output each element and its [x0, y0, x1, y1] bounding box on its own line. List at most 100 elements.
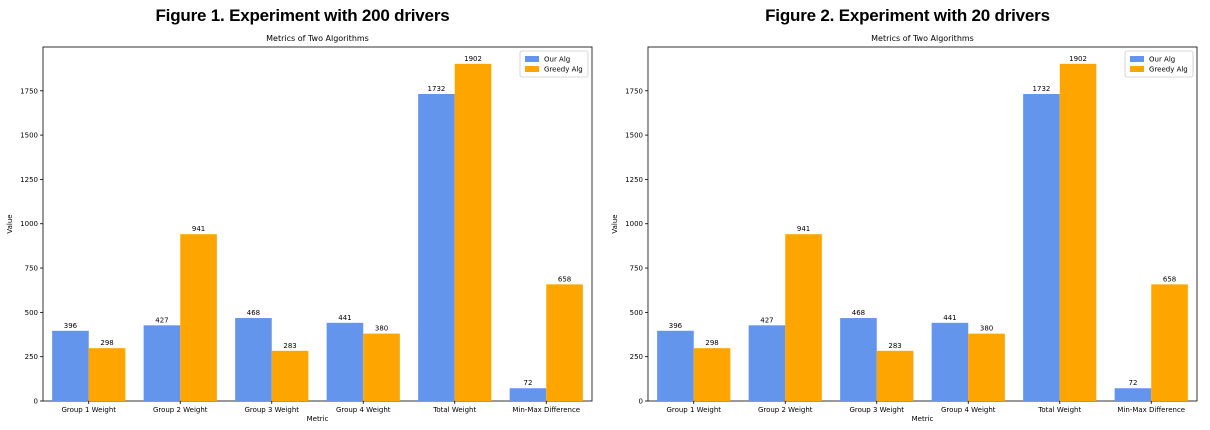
- x-tick-label: Total Weight: [432, 406, 476, 414]
- y-tick-label: 0: [34, 398, 38, 406]
- bar-greedy-alg: [454, 63, 492, 401]
- y-tick-label: 1250: [625, 176, 643, 184]
- x-tick-label: Group 4 Weight: [941, 406, 996, 414]
- y-tick-label: 750: [25, 265, 38, 273]
- bar-value-label: 941: [797, 225, 810, 233]
- bar-value-label: 1732: [1033, 85, 1051, 93]
- bar-value-label: 298: [705, 339, 718, 347]
- bar-value-label: 283: [283, 342, 296, 350]
- x-tick-label: Group 4 Weight: [336, 406, 391, 414]
- bar-greedy-alg: [363, 333, 400, 401]
- bar-value-label: 396: [64, 322, 78, 330]
- bar-greedy-alg: [1151, 284, 1188, 401]
- bar-our-alg: [748, 325, 786, 401]
- bar-value-label: 283: [888, 342, 901, 350]
- x-tick-label: Group 3 Weight: [244, 406, 299, 414]
- legend-swatch-greedy-alg: [1130, 66, 1144, 72]
- legend: Our Alg Greedy Alg: [519, 50, 589, 78]
- y-tick-label: 500: [630, 309, 643, 317]
- bar-our-alg: [1114, 388, 1152, 401]
- y-axis-label: Value: [6, 214, 14, 233]
- y-tick-label: 1250: [20, 176, 38, 184]
- x-tick-label: Min-Max Difference: [512, 406, 580, 414]
- bar-greedy-alg: [785, 234, 822, 401]
- plot-frame: [42, 46, 593, 402]
- bar-our-alg: [840, 318, 877, 401]
- legend-swatch-our-alg: [1130, 56, 1144, 62]
- x-tick-label: Min-Max Difference: [1117, 406, 1185, 414]
- x-tick-label: Total Weight: [1037, 406, 1081, 414]
- bar-greedy-alg: [1059, 63, 1097, 401]
- bar-value-label: 468: [852, 309, 865, 317]
- y-tick-label: 500: [25, 309, 38, 317]
- legend-swatch-our-alg: [525, 56, 539, 62]
- figure-2-chart: Metrics of Two Algorithms 0 250 500 750 1000 1…: [611, 34, 1198, 423]
- bar-greedy-alg: [693, 348, 731, 401]
- bar-our-alg: [657, 330, 694, 401]
- bar-our-alg: [931, 322, 969, 401]
- bar-our-alg: [52, 330, 89, 401]
- bar-our-alg: [1023, 93, 1060, 401]
- bar-value-label: 1902: [1069, 55, 1087, 63]
- x-axis-label: Metric: [307, 415, 329, 423]
- y-tick-label: 1500: [20, 132, 38, 140]
- bar-value-label: 1902: [464, 55, 482, 63]
- bar-value-label: 298: [100, 339, 113, 347]
- bar-value-label: 380: [375, 325, 388, 333]
- bar-value-label: 441: [338, 314, 351, 322]
- bar-value-label: 658: [558, 275, 571, 283]
- bar-value-label: 72: [523, 379, 532, 387]
- y-tick-label: 1750: [20, 87, 38, 95]
- bar-our-alg: [326, 322, 364, 401]
- figure-2-heading: Figure 2. Experiment with 20 drivers: [765, 6, 1050, 25]
- figure-1-chart: Metrics of Two Algorithms 0 250 500 750 1000 1…: [6, 34, 593, 423]
- y-tick-label: 250: [25, 353, 38, 361]
- bar-greedy-alg: [968, 333, 1005, 401]
- y-tick-label: 250: [630, 353, 643, 361]
- x-axis-label: Metric: [912, 415, 934, 423]
- bar-value-label: 1732: [428, 85, 446, 93]
- legend-label: Our Alg: [544, 56, 570, 64]
- y-tick-label: 1500: [625, 132, 643, 140]
- legend: Our Alg Greedy Alg: [1124, 50, 1194, 78]
- bar-value-label: 658: [1163, 275, 1176, 283]
- bar-greedy-alg: [876, 350, 914, 401]
- figure-1: Figure 1. Experiment with 200 drivers Me…: [6, 6, 593, 423]
- chart-title: Metrics of Two Algorithms: [266, 34, 369, 43]
- bar-our-alg: [235, 318, 272, 401]
- y-tick-label: 1750: [625, 87, 643, 95]
- x-tick-label: Group 2 Weight: [758, 406, 813, 414]
- bar-greedy-alg: [88, 348, 126, 401]
- legend-label: Greedy Alg: [1149, 66, 1188, 74]
- bar-value-label: 427: [760, 316, 773, 324]
- bar-greedy-alg: [180, 234, 217, 401]
- legend-label: Greedy Alg: [544, 66, 583, 74]
- bar-value-label: 396: [669, 322, 683, 330]
- bar-greedy-alg: [546, 284, 583, 401]
- y-tick-label: 0: [639, 398, 643, 406]
- bar-value-label: 468: [247, 309, 260, 317]
- bar-value-label: 72: [1128, 379, 1137, 387]
- y-tick-label: 750: [630, 265, 643, 273]
- y-tick-label: 1000: [20, 220, 38, 228]
- bar-greedy-alg: [271, 350, 309, 401]
- x-tick-label: Group 1 Weight: [61, 406, 116, 414]
- bar-value-label: 941: [192, 225, 205, 233]
- bar-our-alg: [509, 388, 547, 401]
- x-tick-label: Group 3 Weight: [849, 406, 904, 414]
- legend-label: Our Alg: [1149, 56, 1175, 64]
- legend-swatch-greedy-alg: [525, 66, 539, 72]
- figure-1-heading: Figure 1. Experiment with 200 drivers: [155, 6, 450, 25]
- bar-value-label: 380: [980, 325, 993, 333]
- x-tick-label: Group 2 Weight: [153, 406, 208, 414]
- bar-our-alg: [143, 325, 181, 401]
- x-tick-label: Group 1 Weight: [666, 406, 721, 414]
- y-tick-label: 1000: [625, 220, 643, 228]
- bar-value-label: 427: [155, 316, 168, 324]
- plot-frame: [647, 46, 1198, 402]
- bar-value-label: 441: [943, 314, 956, 322]
- bar-our-alg: [418, 93, 455, 401]
- y-axis-label: Value: [611, 214, 619, 233]
- figure-2: Figure 2. Experiment with 20 drivers Met…: [605, 0, 1210, 430]
- chart-title: Metrics of Two Algorithms: [871, 34, 974, 43]
